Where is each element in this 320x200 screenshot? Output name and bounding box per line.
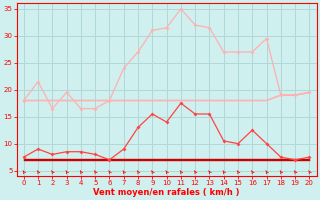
X-axis label: Vent moyen/en rafales ( km/h ): Vent moyen/en rafales ( km/h ) — [93, 188, 240, 197]
